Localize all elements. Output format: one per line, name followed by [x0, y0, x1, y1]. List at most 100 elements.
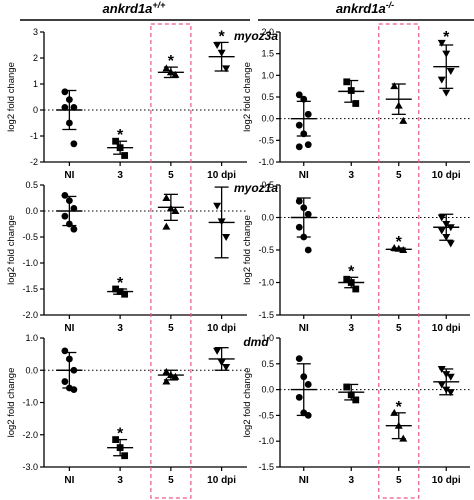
- header-wildtype-genotype: +/+: [152, 0, 166, 10]
- data-point: [446, 224, 455, 232]
- group-5: *: [385, 234, 412, 253]
- group-3: *: [107, 275, 134, 298]
- group-10-dpi: [433, 213, 460, 248]
- x-tick-label: 3: [348, 170, 354, 181]
- data-point: [437, 39, 446, 47]
- x-tick-label: 5: [168, 170, 174, 181]
- significance-star: *: [348, 263, 355, 280]
- x-tick-label: 5: [168, 475, 174, 486]
- y-tick-label: 0.5: [25, 180, 38, 190]
- data-point: [65, 355, 73, 363]
- y-tick-label: -1: [30, 131, 38, 141]
- data-point: [116, 288, 124, 295]
- y-tick-label: 1.0: [261, 333, 274, 343]
- y-tick-label: -3.0: [22, 462, 38, 472]
- chart-panel-myoz3a-mut: -1.0 -0.5 0.0 0.5 1.0 1.5 2.0 NI 3 5 10 dpi log2 fo…: [242, 27, 470, 181]
- y-axis-label: log2 fold change: [242, 215, 253, 285]
- group-ni: [290, 355, 317, 419]
- group-ni: [290, 91, 317, 151]
- gene-label-dmd: dmd: [243, 335, 269, 349]
- data-point: [171, 70, 180, 78]
- data-point: [437, 76, 446, 84]
- y-tick-label: -1.5: [22, 284, 38, 294]
- highlight-box-mutant-5dpi: [378, 23, 420, 499]
- y-tick-label: -2.0: [22, 430, 38, 440]
- data-point: [70, 225, 78, 233]
- y-tick-label: -1.5: [258, 310, 274, 320]
- x-tick-label: 10 dpi: [207, 475, 236, 486]
- data-point: [121, 452, 129, 460]
- y-tick-label: 3: [33, 27, 38, 37]
- data-point: [437, 227, 446, 235]
- gene-label-myoz1a: myoz1a: [234, 181, 278, 195]
- data-point: [162, 377, 171, 385]
- data-point: [121, 152, 129, 159]
- data-point: [162, 367, 171, 375]
- data-point: [446, 389, 455, 397]
- data-point: [70, 140, 78, 148]
- x-tick-label: 10 dpi: [432, 323, 461, 334]
- data-point: [300, 95, 308, 103]
- y-axis-label: log2 fold change: [6, 368, 17, 438]
- data-point: [116, 444, 124, 452]
- group-10-dpi: [208, 347, 235, 372]
- data-point: [70, 366, 78, 374]
- y-tick-label: 0.0: [261, 213, 274, 223]
- data-point: [295, 91, 303, 99]
- y-tick-label: -1.0: [258, 436, 274, 446]
- y-tick-label: -2: [30, 157, 38, 167]
- gene-labels: myoz3a myoz1a dmd: [234, 29, 278, 349]
- data-point: [70, 104, 78, 111]
- data-point: [442, 221, 451, 228]
- group-ni: [290, 197, 317, 254]
- data-point: [295, 121, 303, 129]
- data-point: [217, 359, 226, 367]
- group-3: [338, 78, 365, 107]
- y-axis-label: log2 fold change: [242, 368, 253, 438]
- y-tick-label: -0.5: [258, 245, 274, 255]
- y-tick-label: 2: [33, 53, 38, 63]
- data-point: [300, 204, 308, 212]
- y-tick-label: 2.0: [261, 27, 274, 37]
- group-ni: [56, 192, 83, 233]
- y-axis-label: log2 fold change: [6, 215, 17, 285]
- data-point: [65, 220, 73, 228]
- data-point: [162, 194, 171, 201]
- data-point: [61, 378, 69, 385]
- data-point: [390, 82, 399, 90]
- data-point: [352, 100, 360, 107]
- group-3: *: [107, 426, 134, 460]
- data-point: [442, 234, 451, 241]
- x-tick-label: NI: [64, 170, 74, 181]
- data-point: [112, 137, 120, 145]
- data-point: [442, 89, 451, 97]
- data-point: [399, 116, 408, 124]
- group-5: [157, 193, 184, 230]
- y-tick-label: 0: [33, 105, 38, 115]
- data-point: [217, 218, 226, 226]
- data-point: [304, 141, 312, 149]
- data-point: [300, 233, 308, 241]
- group-10-dpi: [433, 365, 460, 397]
- data-point: [437, 214, 446, 222]
- significance-star: *: [117, 127, 124, 144]
- x-tick-label: 5: [396, 475, 402, 486]
- chart-panel-myoz1a-mut: -1.5 -1.0 -0.5 0.0 0.5 NI 3 5 10 dpi log2 fold ch…: [242, 180, 470, 334]
- data-point: [213, 42, 222, 49]
- data-point: [394, 244, 403, 252]
- y-tick-label: -0.5: [258, 135, 274, 145]
- group-10-dpi: *: [208, 28, 235, 73]
- data-point: [295, 197, 303, 205]
- chart-panel-myoz3a-wt: -2 -1 0 1 2 3 NI 3 5 10 dpi log2 fold change * * *: [6, 27, 247, 181]
- data-point: [222, 364, 231, 372]
- group-3: [338, 383, 365, 404]
- y-axis-label: log2 fold change: [242, 62, 253, 132]
- data-point: [61, 104, 69, 111]
- data-point: [61, 347, 69, 355]
- chart-panel-dmd-wt: -3.0 -2.0 -1.0 0.0 1.0 NI 3 5 10 dpi log2 fold ch…: [6, 333, 247, 486]
- data-point: [166, 204, 175, 212]
- data-point: [213, 202, 222, 210]
- data-point: [166, 68, 175, 76]
- data-point: [304, 246, 312, 254]
